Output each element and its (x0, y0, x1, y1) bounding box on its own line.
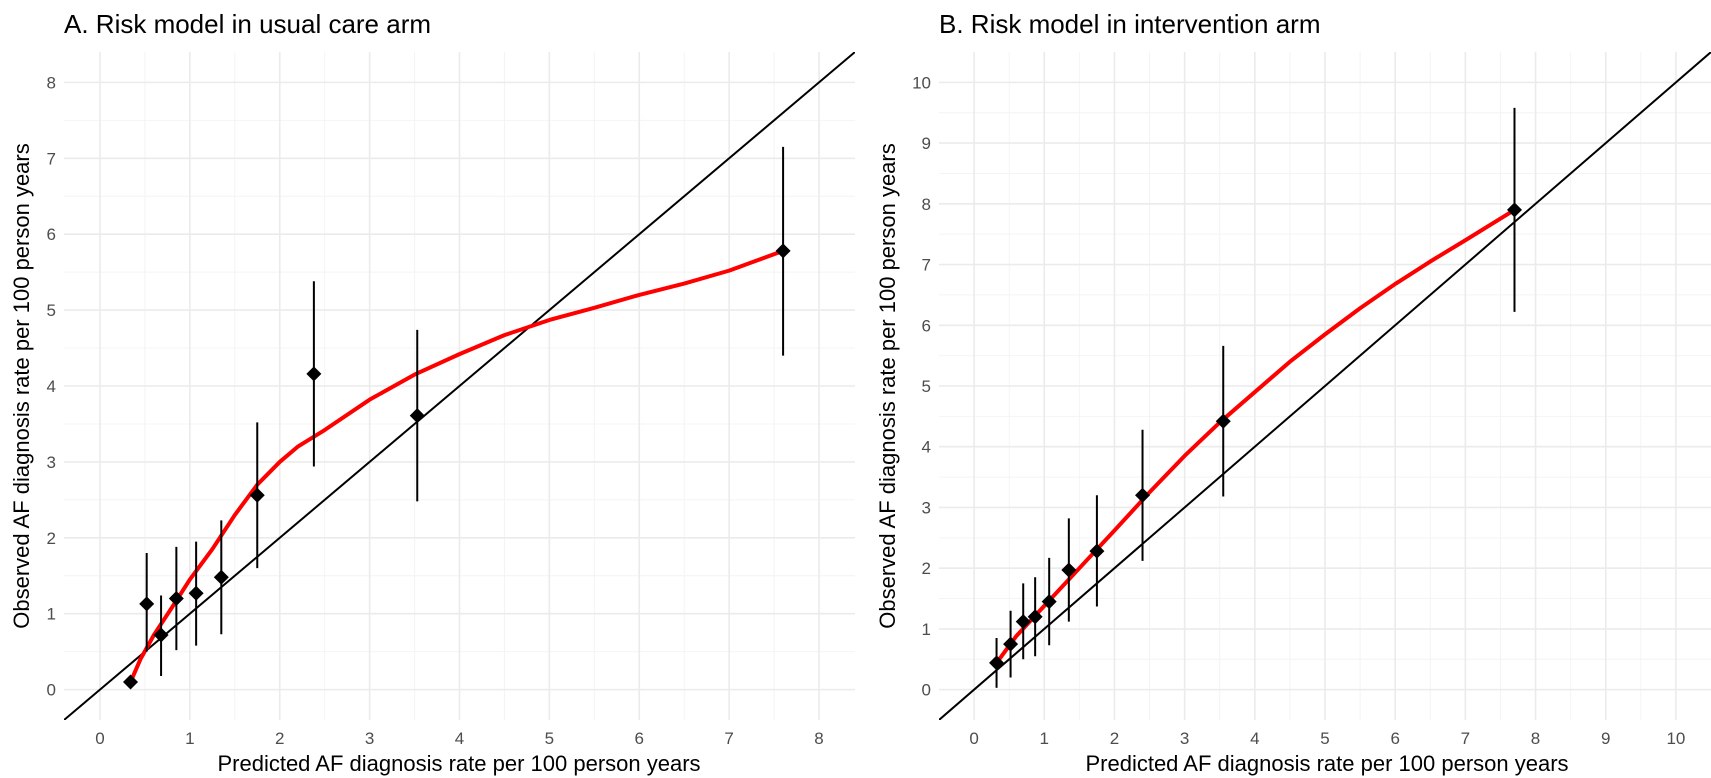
panel-a-y-axis-title: Observed AF diagnosis rate per 100 perso… (9, 143, 34, 629)
panel-a-data-point-9 (409, 408, 425, 424)
panel-b-y-axis-title: Observed AF diagnosis rate per 100 perso… (875, 143, 900, 629)
panel-a-y-tick-label: 7 (47, 149, 56, 168)
panel-b-y-tick-label: 6 (922, 316, 931, 335)
panel-a-x-tick-label: 4 (455, 729, 464, 748)
panel-b-y-tick-label: 1 (922, 620, 931, 639)
panel-b-data-point-10 (1506, 202, 1522, 218)
panel-a-x-tick-label: 1 (185, 729, 194, 748)
panel-b-y-tick-label: 5 (922, 377, 931, 396)
panel-b-x-tick-label: 7 (1461, 729, 1470, 748)
panel-a-y-tick-label: 6 (47, 225, 56, 244)
panel-a-x-axis-title: Predicted AF diagnosis rate per 100 pers… (217, 751, 700, 776)
panel-b-x-tick-label: 3 (1180, 729, 1189, 748)
panel-a-x-tick-label: 8 (814, 729, 823, 748)
panel-b-x-tick-label: 10 (1666, 729, 1685, 748)
panel-a-plot-area (64, 52, 855, 720)
panel-b-data-point-6 (1061, 562, 1077, 578)
panel-b-x-tick-label: 4 (1250, 729, 1259, 748)
panel-a-y-tick-label: 2 (47, 529, 56, 548)
panel-a-x-tick-label: 6 (635, 729, 644, 748)
panel-a-y-tick-label: 0 (47, 681, 56, 700)
panel-a-y-tick-label: 8 (47, 73, 56, 92)
panel-b-x-tick-label: 9 (1601, 729, 1610, 748)
panel-b-y-tick-label: 2 (922, 559, 931, 578)
panel-b-x-tick-label: 6 (1390, 729, 1399, 748)
panel-a-data-point-10 (775, 243, 791, 259)
panel-b-x-tick-label: 2 (1110, 729, 1119, 748)
panel-b-y-tick-label: 10 (912, 73, 931, 92)
panel-b-x-tick-label: 1 (1040, 729, 1049, 748)
panel-a-y-tick-label: 4 (47, 377, 56, 396)
panel-b-y-tick-label: 9 (922, 134, 931, 153)
panel-b-x-tick-label: 8 (1531, 729, 1540, 748)
panel-b-data-point-7 (1089, 543, 1105, 559)
panel-a-title: A. Risk model in usual care arm (64, 9, 431, 39)
panel-a-data-point-4 (168, 591, 184, 607)
panel-a-data-point-2 (139, 596, 155, 612)
panel-b-data-point-5 (1041, 594, 1057, 610)
panel-b-y-tick-label: 3 (922, 498, 931, 517)
panel-a-x-tick-label: 0 (95, 729, 104, 748)
panel-a-y-tick-label: 5 (47, 301, 56, 320)
panel-b-reference-line (939, 52, 1711, 720)
panel-a-data-point-6 (213, 569, 229, 585)
panel-a-data-point-1 (123, 674, 139, 690)
panel-b-smooth-curve (994, 207, 1517, 665)
panel-a-x-tick-label: 7 (724, 729, 733, 748)
panel-a-y-tick-label: 1 (47, 605, 56, 624)
panel-a-smooth-curve (128, 248, 786, 685)
panel-b-y-tick-label: 7 (922, 256, 931, 275)
panel-a-data-point-5 (188, 585, 204, 601)
panel-b-data-point-2 (1003, 636, 1019, 652)
panel-b-data-point-8 (1135, 487, 1151, 503)
panel-b-x-axis-title: Predicted AF diagnosis rate per 100 pers… (1085, 751, 1568, 776)
panel-a-data-point-7 (249, 487, 265, 503)
panel-b-data-point-3 (1015, 614, 1031, 630)
panel-b-x-tick-label: 0 (969, 729, 978, 748)
panel-b-title: B. Risk model in intervention arm (939, 9, 1320, 39)
panel-b-plot-area (939, 52, 1711, 720)
panel-b-y-tick-label: 0 (922, 681, 931, 700)
panel-a-data-point-3 (153, 627, 169, 643)
panel-b-x-tick-label: 5 (1320, 729, 1329, 748)
panel-a-x-tick-label: 3 (365, 729, 374, 748)
panel-b-y-tick-label: 4 (922, 438, 931, 457)
panel-b-y-tick-label: 8 (922, 195, 931, 214)
panel-b-data-point-9 (1215, 413, 1231, 429)
panel-a-x-tick-label: 2 (275, 729, 284, 748)
panel-a-x-tick-label: 5 (545, 729, 554, 748)
panel-a-y-tick-label: 3 (47, 453, 56, 472)
panel-a: A. Risk model in usual care arm Predicte… (9, 9, 855, 776)
panel-b: B. Risk model in intervention arm Predic… (875, 9, 1711, 776)
panel-a-data-point-8 (306, 366, 322, 382)
panel-b-data-point-1 (989, 655, 1005, 671)
panel-b-data-point-4 (1027, 609, 1043, 625)
